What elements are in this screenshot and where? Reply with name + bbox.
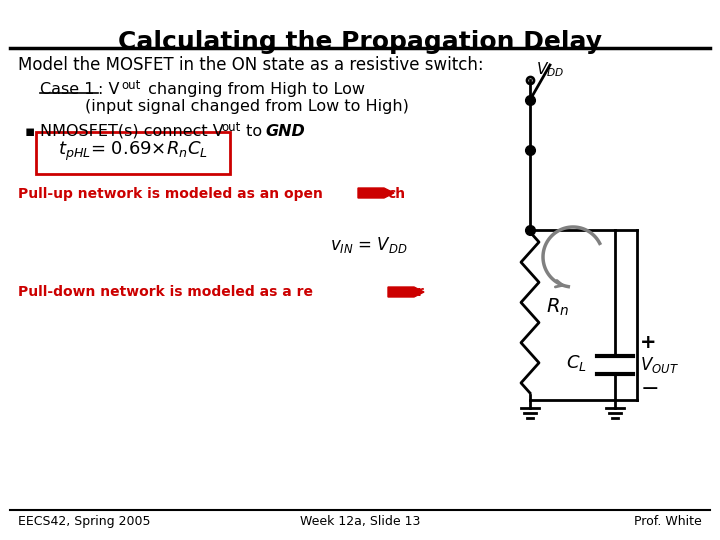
Text: r: r xyxy=(417,285,424,299)
Text: $-$: $-$ xyxy=(640,377,658,397)
Text: NMOSFET(s) connect V: NMOSFET(s) connect V xyxy=(40,124,224,139)
Text: Model the MOSFET in the ON state as a resistive switch:: Model the MOSFET in the ON state as a re… xyxy=(18,56,484,74)
Text: Pull-down network is modeled as a re: Pull-down network is modeled as a re xyxy=(18,285,313,299)
Text: $t_{pHL}$= 0.69$\times$$R_n$$C_L$: $t_{pHL}$= 0.69$\times$$R_n$$C_L$ xyxy=(58,139,208,163)
FancyBboxPatch shape xyxy=(36,132,230,174)
Text: EECS42, Spring 2005: EECS42, Spring 2005 xyxy=(18,515,150,528)
Text: GND: GND xyxy=(265,124,305,139)
FancyArrow shape xyxy=(358,188,394,198)
FancyArrow shape xyxy=(388,287,424,297)
Text: $v_{IN}$ = $V_{DD}$: $v_{IN}$ = $V_{DD}$ xyxy=(330,235,408,255)
Text: Pull-up network is modeled as an open: Pull-up network is modeled as an open xyxy=(18,187,328,201)
Text: $V_{DD}$: $V_{DD}$ xyxy=(536,60,564,79)
Text: out: out xyxy=(121,79,140,92)
Text: $C_L$: $C_L$ xyxy=(566,353,587,373)
Text: : V: : V xyxy=(98,82,120,97)
Text: changing from High to Low: changing from High to Low xyxy=(143,82,365,97)
Text: ▪: ▪ xyxy=(25,124,35,139)
Text: out: out xyxy=(221,121,240,134)
Text: Case 1: Case 1 xyxy=(40,82,94,97)
Text: +: + xyxy=(640,334,657,353)
Text: Calculating the Propagation Delay: Calculating the Propagation Delay xyxy=(118,30,602,54)
Text: Prof. White: Prof. White xyxy=(634,515,702,528)
Text: to: to xyxy=(241,124,267,139)
Text: Week 12a, Slide 13: Week 12a, Slide 13 xyxy=(300,515,420,528)
Text: $R_n$: $R_n$ xyxy=(546,297,570,318)
Text: ch: ch xyxy=(387,187,405,201)
Text: (input signal changed from Low to High): (input signal changed from Low to High) xyxy=(85,99,409,114)
Text: $V_{OUT}$: $V_{OUT}$ xyxy=(640,355,679,375)
